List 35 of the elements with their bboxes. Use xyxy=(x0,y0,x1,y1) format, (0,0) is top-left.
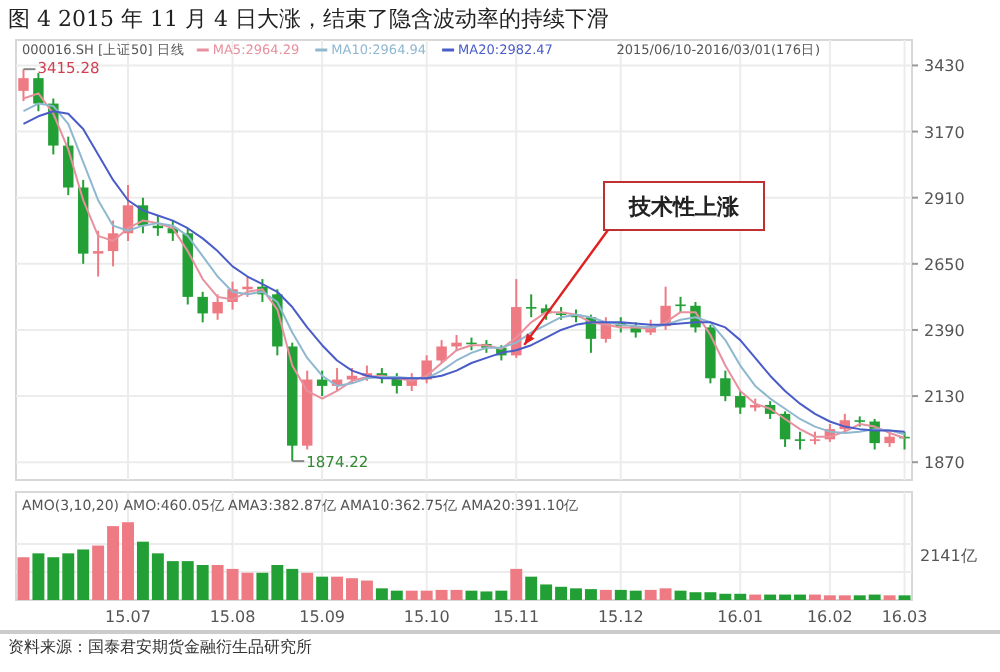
x-tick-label: 15.10 xyxy=(403,608,450,626)
candlestick xyxy=(525,293,537,319)
candlestick xyxy=(735,389,746,415)
y-tick-label: 3170 xyxy=(924,123,965,142)
candlestick xyxy=(197,290,208,324)
text: 2141亿 xyxy=(920,547,977,566)
x-tick-label: 15.12 xyxy=(597,608,644,626)
y-tick-label: 2390 xyxy=(924,321,965,340)
bar xyxy=(749,594,762,600)
y-tick-label: 1870 xyxy=(924,454,965,473)
candlestick xyxy=(18,68,29,103)
x-tick-label: 16.01 xyxy=(717,608,764,626)
text: 资料来源：国泰君安期货金融衍生品研究所 xyxy=(8,638,312,656)
candlestick xyxy=(316,369,328,398)
bar xyxy=(510,568,523,600)
y-tick-label: 2130 xyxy=(924,388,965,407)
bar xyxy=(316,576,329,600)
y-tick-label: 3430 xyxy=(924,57,965,76)
x-tick-label: 15.09 xyxy=(299,608,346,626)
x-tick-label: 15.08 xyxy=(209,608,256,626)
chart-title: 图 4 2015 年 11 月 4 日大涨，结束了隐含波动率的持续下滑 xyxy=(8,6,609,32)
x-tick-label: 16.02 xyxy=(806,608,853,626)
candlestick xyxy=(720,369,731,403)
bar xyxy=(599,589,612,600)
x-tick-label: 16.03 xyxy=(881,608,928,626)
x-tick-label: 15.07 xyxy=(105,608,151,626)
candlestick xyxy=(436,339,447,365)
candlestick xyxy=(92,229,104,278)
y-tick-label: 2650 xyxy=(924,255,965,274)
candlestick xyxy=(212,293,223,321)
y-tick-label: 2910 xyxy=(924,189,965,208)
x-tick-label: 15.11 xyxy=(493,608,540,626)
bar xyxy=(17,557,30,600)
annotation: 技术性上涨 xyxy=(627,194,741,220)
bar xyxy=(301,572,314,600)
